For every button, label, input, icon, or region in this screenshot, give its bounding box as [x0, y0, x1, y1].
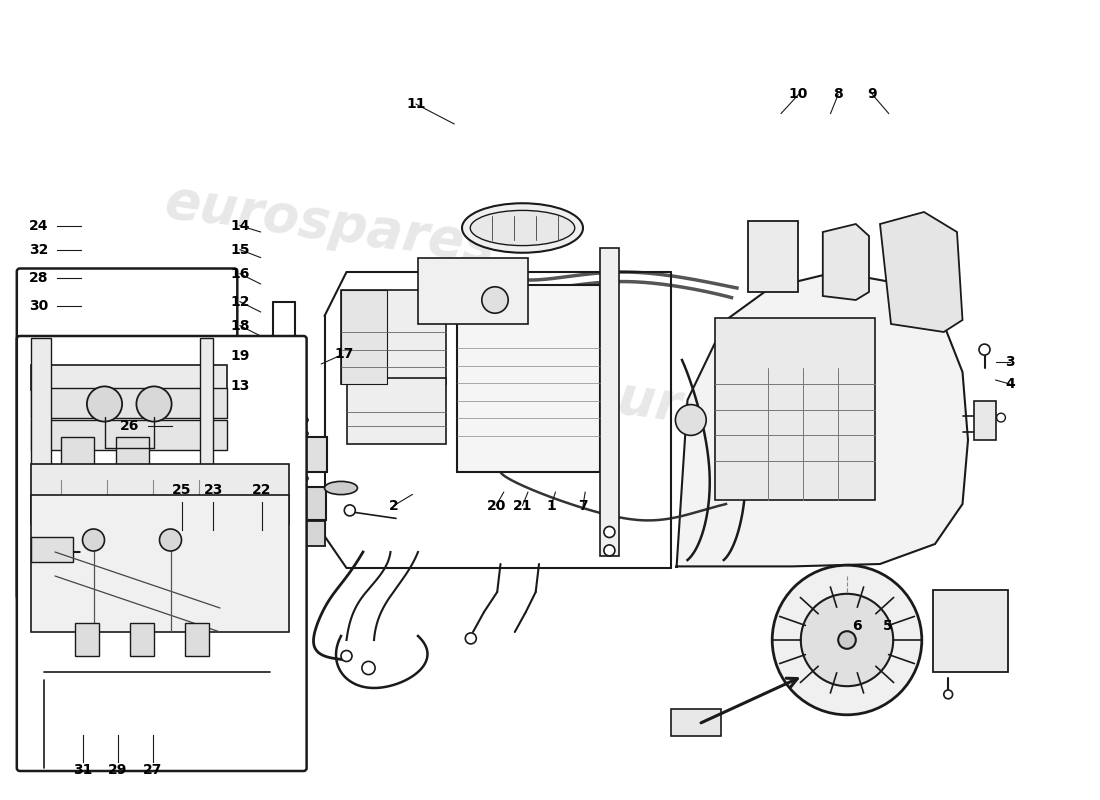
- Circle shape: [997, 413, 1005, 422]
- Text: 2: 2: [389, 498, 398, 513]
- Text: 17: 17: [334, 346, 354, 361]
- Bar: [31, 494, 289, 632]
- Ellipse shape: [268, 472, 308, 485]
- Circle shape: [344, 505, 355, 516]
- Text: 26: 26: [120, 418, 140, 433]
- Bar: [31, 463, 289, 524]
- Text: 10: 10: [789, 87, 808, 102]
- Bar: [75, 623, 99, 656]
- Bar: [974, 402, 996, 440]
- Circle shape: [944, 690, 953, 699]
- Text: 9: 9: [868, 87, 877, 102]
- Circle shape: [838, 631, 856, 649]
- Text: 28: 28: [29, 271, 48, 286]
- Circle shape: [604, 545, 615, 556]
- Circle shape: [772, 565, 922, 715]
- Text: 21: 21: [513, 498, 532, 513]
- FancyBboxPatch shape: [16, 336, 307, 771]
- Text: 6: 6: [852, 618, 861, 633]
- Text: 29: 29: [108, 762, 128, 777]
- Circle shape: [341, 650, 352, 662]
- Text: 14: 14: [230, 218, 250, 233]
- Text: 23: 23: [204, 482, 223, 497]
- Text: 11: 11: [406, 97, 426, 111]
- Ellipse shape: [471, 210, 574, 246]
- Bar: [346, 378, 446, 444]
- Text: 18: 18: [230, 318, 250, 333]
- Text: 31: 31: [73, 762, 92, 777]
- Text: 8: 8: [834, 87, 843, 102]
- Circle shape: [278, 354, 289, 366]
- Polygon shape: [823, 224, 869, 300]
- Circle shape: [801, 594, 893, 686]
- Bar: [31, 387, 227, 418]
- Text: 4: 4: [1005, 377, 1014, 391]
- Circle shape: [465, 633, 476, 644]
- Circle shape: [979, 344, 990, 355]
- Bar: [262, 487, 326, 520]
- Text: 24: 24: [29, 218, 48, 233]
- Bar: [31, 419, 227, 450]
- Bar: [264, 522, 324, 546]
- Bar: [116, 437, 148, 478]
- Bar: [418, 258, 528, 324]
- Text: 22: 22: [252, 482, 272, 497]
- Bar: [130, 623, 154, 656]
- Text: 30: 30: [29, 298, 48, 313]
- Text: 5: 5: [883, 618, 892, 633]
- Text: eurospares: eurospares: [580, 367, 916, 465]
- Text: 19: 19: [230, 349, 250, 363]
- Bar: [671, 709, 720, 736]
- Circle shape: [287, 370, 303, 386]
- Bar: [456, 285, 600, 472]
- Text: 15: 15: [230, 242, 250, 257]
- Text: 25: 25: [172, 482, 191, 497]
- Text: 27: 27: [143, 762, 163, 777]
- Bar: [600, 248, 619, 556]
- Bar: [31, 338, 51, 520]
- Bar: [933, 590, 1008, 672]
- Circle shape: [87, 386, 122, 422]
- Bar: [341, 290, 446, 384]
- Ellipse shape: [462, 203, 583, 253]
- Ellipse shape: [268, 427, 308, 440]
- Bar: [341, 290, 387, 384]
- Bar: [715, 318, 874, 500]
- Text: eurospares: eurospares: [162, 175, 498, 273]
- Bar: [748, 221, 797, 292]
- Bar: [200, 338, 213, 520]
- Polygon shape: [676, 272, 968, 568]
- Bar: [31, 538, 73, 562]
- Polygon shape: [880, 212, 962, 332]
- Text: 12: 12: [230, 294, 250, 309]
- Circle shape: [362, 662, 375, 674]
- Bar: [31, 366, 227, 390]
- Text: 32: 32: [29, 242, 48, 257]
- Text: 20: 20: [486, 498, 506, 513]
- Circle shape: [675, 405, 706, 435]
- Text: 7: 7: [579, 498, 587, 513]
- Text: 1: 1: [547, 498, 556, 513]
- Circle shape: [482, 286, 508, 313]
- Circle shape: [136, 386, 172, 422]
- Circle shape: [82, 529, 104, 551]
- Circle shape: [160, 529, 182, 551]
- Ellipse shape: [268, 414, 308, 426]
- FancyBboxPatch shape: [16, 269, 238, 599]
- Ellipse shape: [324, 482, 358, 494]
- Bar: [270, 437, 327, 472]
- Bar: [60, 437, 94, 478]
- Circle shape: [604, 526, 615, 538]
- Text: 16: 16: [230, 266, 250, 281]
- Text: 13: 13: [230, 378, 250, 393]
- Text: 3: 3: [1005, 354, 1014, 369]
- Bar: [185, 623, 209, 656]
